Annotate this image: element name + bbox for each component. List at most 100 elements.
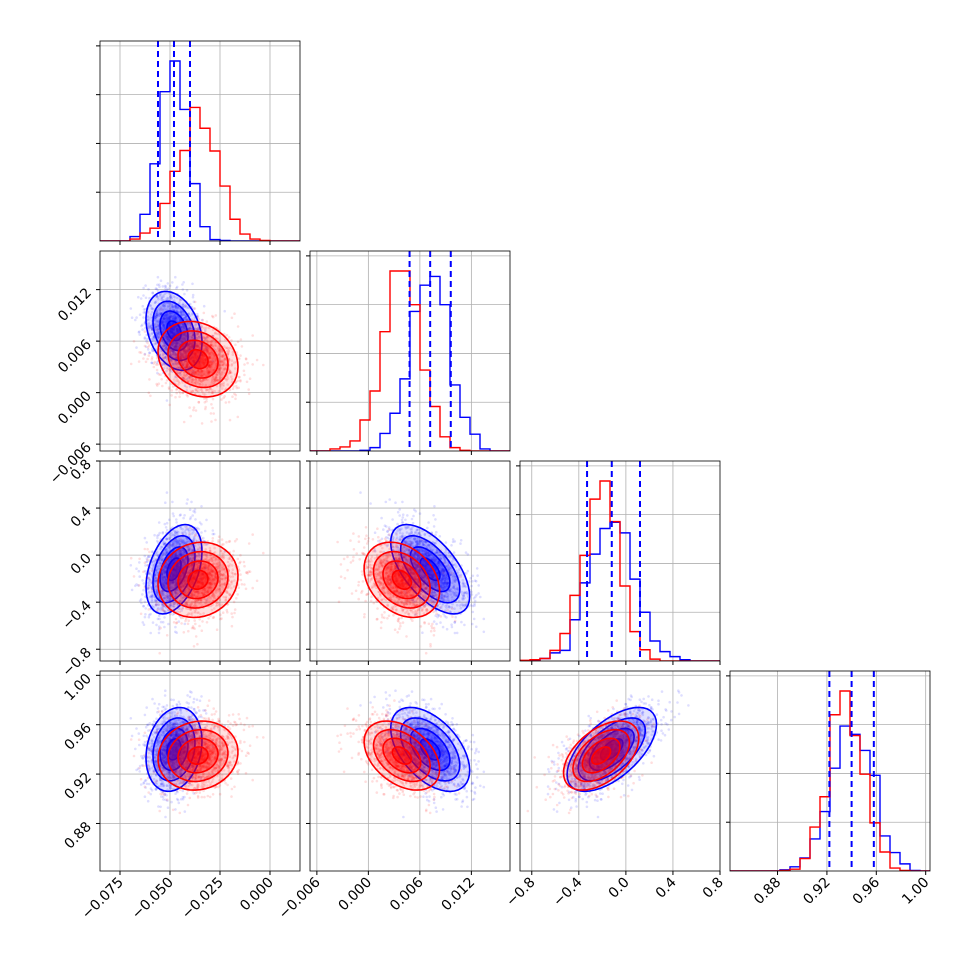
scatter-point: [180, 338, 184, 341]
scatter-point: [211, 357, 214, 361]
scatter-point: [179, 352, 183, 355]
scatter-point: [140, 601, 143, 605]
scatter-point: [203, 359, 206, 363]
scatter-point: [184, 339, 187, 342]
scatter-point: [175, 521, 178, 524]
scatter-point: [210, 351, 214, 354]
scatter-point: [155, 312, 158, 316]
scatter-point: [198, 379, 201, 382]
scatter-point: [164, 285, 168, 288]
scatter-point: [173, 565, 177, 569]
scatter-point: [178, 395, 181, 399]
scatter-point: [188, 364, 191, 368]
scatter-point: [213, 607, 216, 610]
scatter-point: [168, 323, 171, 326]
scatter-point: [212, 555, 215, 559]
scatter-point: [193, 574, 196, 578]
scatter-point: [175, 330, 179, 334]
scatter-point: [159, 298, 163, 301]
scatter-point: [169, 353, 173, 357]
scatter-point: [170, 327, 174, 331]
scatter-point: [229, 575, 232, 579]
scatter-point: [164, 314, 167, 318]
scatter-point: [227, 372, 230, 376]
scatter-point: [185, 354, 188, 358]
scatter-point: [175, 337, 178, 340]
scatter-point: [155, 382, 158, 386]
scatter-point: [214, 559, 217, 562]
scatter-point: [191, 576, 194, 579]
scatter-point: [223, 567, 226, 571]
scatter-point: [163, 522, 167, 526]
scatter-point: [164, 326, 167, 330]
y-tick-label: 0.006: [55, 337, 95, 377]
scatter-point: [201, 572, 205, 575]
scatter-point: [192, 300, 196, 304]
scatter-point: [182, 324, 185, 327]
scatter-point: [173, 345, 177, 348]
scatter-point: [243, 564, 246, 568]
scatter-point: [177, 344, 181, 348]
contour-series-0: [159, 310, 189, 352]
scatter-point: [148, 351, 152, 355]
scatter-point: [167, 318, 170, 321]
scatter-point: [165, 337, 168, 341]
scatter-point: [138, 330, 141, 334]
scatter-point: [141, 621, 145, 624]
scatter-point: [160, 312, 163, 316]
scatter-point: [202, 593, 206, 597]
scatter-point: [156, 324, 159, 327]
scatter-point: [169, 295, 172, 298]
scatter-point: [209, 364, 212, 367]
scatter-point: [193, 381, 197, 384]
scatter-point: [213, 546, 216, 550]
scatter-point: [193, 300, 197, 304]
scatter-point: [163, 346, 167, 349]
scatter-point: [169, 349, 173, 352]
scatter-point: [159, 626, 162, 630]
scatter-point: [239, 338, 243, 341]
scatter-point: [163, 344, 167, 348]
scatter-point: [197, 373, 201, 376]
scatter-point: [220, 554, 224, 558]
scatter-point: [205, 397, 209, 400]
scatter-point: [176, 346, 179, 349]
scatter-point: [196, 372, 200, 376]
scatter-point: [210, 403, 213, 406]
scatter-point: [208, 371, 211, 374]
scatter-point: [168, 316, 172, 319]
scatter-point: [175, 363, 179, 366]
scatter-point: [211, 368, 215, 372]
scatter-point: [195, 350, 198, 354]
scatter-point: [173, 351, 176, 355]
scatter-point: [208, 578, 212, 581]
scatter-point: [165, 318, 169, 322]
scatter-point: [215, 575, 218, 579]
scatter-point: [207, 364, 210, 368]
scatter-point: [186, 343, 190, 347]
scatter-point: [191, 333, 194, 336]
scatter-point: [230, 586, 233, 590]
scatter-point: [157, 322, 160, 326]
scatter-point: [215, 588, 219, 591]
scatter-point: [182, 333, 186, 336]
scatter-point: [165, 315, 168, 319]
scatter-point: [218, 579, 221, 582]
scatter-point: [161, 298, 164, 302]
scatter-point: [152, 365, 156, 369]
scatter-point: [183, 602, 187, 606]
scatter-point: [205, 388, 208, 391]
scatter-point: [165, 313, 169, 316]
scatter-point: [199, 371, 202, 374]
scatter-point: [202, 553, 206, 556]
scatter-point: [205, 326, 208, 330]
scatter-point: [189, 302, 192, 306]
scatter-point: [196, 526, 199, 530]
scatter-point: [150, 310, 154, 314]
scatter-point: [210, 339, 213, 343]
scatter-point: [183, 316, 186, 320]
scatter-point: [174, 361, 178, 364]
scatter-point: [185, 360, 189, 364]
scatter-point: [196, 580, 199, 583]
scatter-point: [189, 369, 193, 373]
